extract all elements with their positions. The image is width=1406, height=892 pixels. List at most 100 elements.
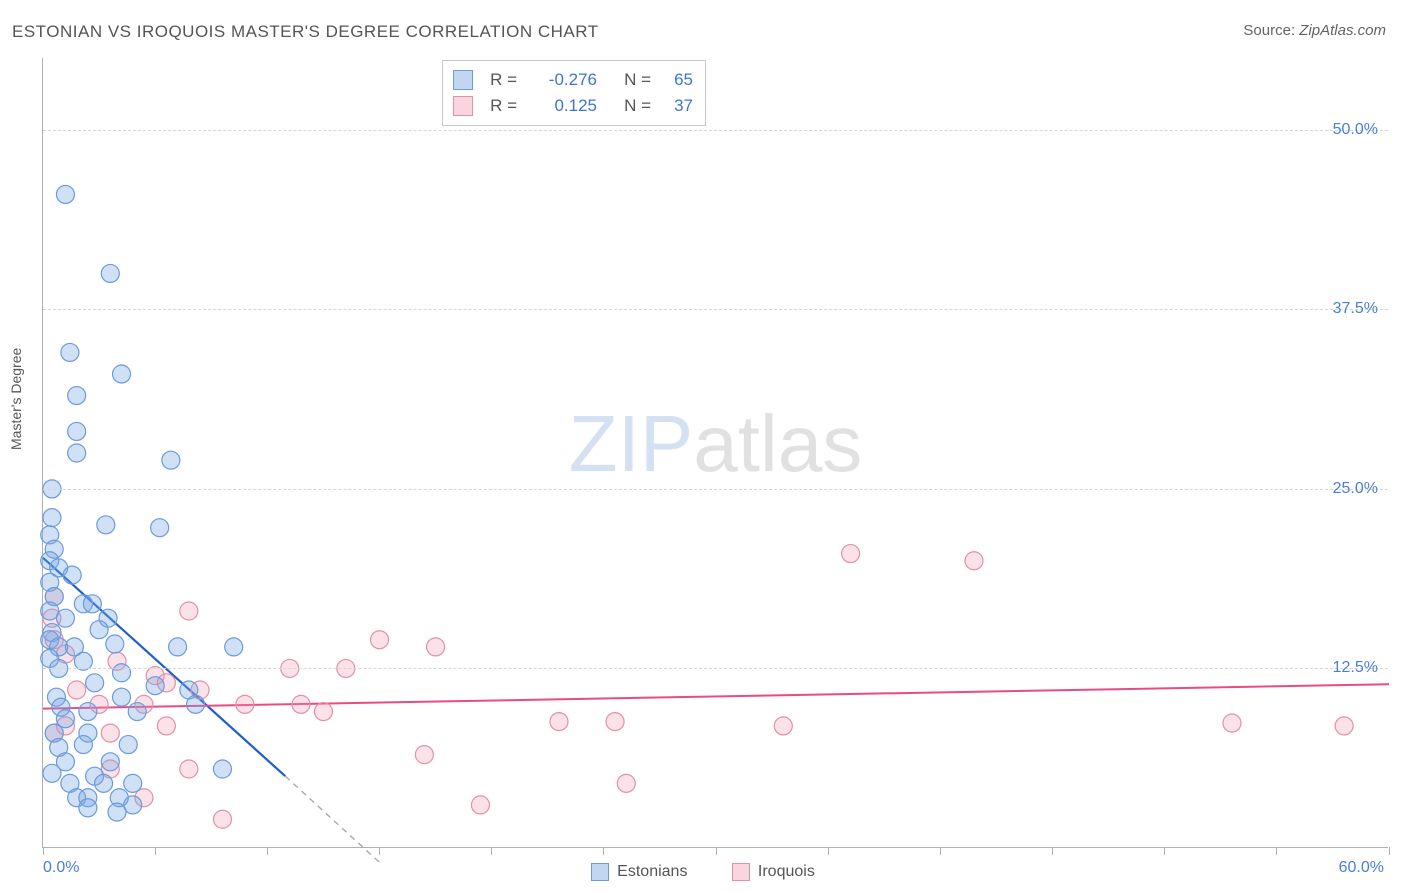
data-point bbox=[213, 810, 231, 828]
x-tick bbox=[1276, 847, 1277, 855]
data-point bbox=[108, 803, 126, 821]
legend-label-estonians: Estonians bbox=[617, 863, 687, 881]
y-tick-label: 25.0% bbox=[1333, 480, 1378, 498]
legend-item-estonians: Estonians bbox=[591, 863, 687, 881]
data-point bbox=[101, 264, 119, 282]
legend-item-iroquois: Iroquois bbox=[732, 863, 815, 881]
data-point bbox=[162, 451, 180, 469]
x-tick bbox=[1389, 847, 1390, 855]
trend-line bbox=[285, 776, 379, 862]
data-point bbox=[471, 796, 489, 814]
swatch-iroquois bbox=[453, 96, 473, 116]
gridline-h bbox=[43, 130, 1388, 131]
data-point bbox=[314, 703, 332, 721]
x-tick bbox=[828, 847, 829, 855]
x-tick bbox=[379, 847, 380, 855]
data-point bbox=[128, 703, 146, 721]
x-tick bbox=[940, 847, 941, 855]
data-point bbox=[180, 602, 198, 620]
y-tick-label: 37.5% bbox=[1333, 300, 1378, 318]
data-point bbox=[101, 753, 119, 771]
data-point bbox=[86, 674, 104, 692]
swatch-estonians-bottom bbox=[591, 863, 609, 881]
data-point bbox=[97, 516, 115, 534]
x-tick bbox=[491, 847, 492, 855]
n-value-a: 65 bbox=[661, 67, 693, 93]
gridline-h bbox=[43, 668, 1388, 669]
data-point bbox=[965, 552, 983, 570]
y-axis-label: Master's Degree bbox=[8, 348, 24, 450]
data-point bbox=[61, 343, 79, 361]
data-point bbox=[68, 422, 86, 440]
legend-row-b: R = 0.125 N = 37 bbox=[453, 93, 693, 119]
data-point bbox=[124, 774, 142, 792]
data-point bbox=[90, 621, 108, 639]
y-tick-label: 12.5% bbox=[1333, 659, 1378, 677]
data-point bbox=[43, 764, 61, 782]
data-point bbox=[106, 635, 124, 653]
data-point bbox=[1335, 717, 1353, 735]
gridline-h bbox=[43, 489, 1388, 490]
data-point bbox=[550, 713, 568, 731]
correlation-legend: R = -0.276 N = 65 R = 0.125 N = 37 bbox=[442, 60, 706, 126]
data-point bbox=[101, 724, 119, 742]
data-point bbox=[79, 703, 97, 721]
data-point bbox=[74, 736, 92, 754]
n-value-b: 37 bbox=[661, 93, 693, 119]
data-point bbox=[146, 677, 164, 695]
n-label-a: N = bbox=[607, 67, 651, 93]
y-tick-label: 50.0% bbox=[1333, 121, 1378, 139]
data-point bbox=[56, 185, 74, 203]
data-point bbox=[617, 774, 635, 792]
source-prefix: Source: bbox=[1243, 22, 1299, 39]
data-point bbox=[415, 746, 433, 764]
data-point bbox=[56, 609, 74, 627]
data-point bbox=[236, 695, 254, 713]
swatch-iroquois-bottom bbox=[732, 863, 750, 881]
legend-row-a: R = -0.276 N = 65 bbox=[453, 67, 693, 93]
data-point bbox=[606, 713, 624, 731]
data-point bbox=[43, 509, 61, 527]
data-point bbox=[63, 566, 81, 584]
x-tick bbox=[1164, 847, 1165, 855]
data-point bbox=[292, 695, 310, 713]
x-tick bbox=[155, 847, 156, 855]
data-point bbox=[113, 664, 131, 682]
r-label-a: R = bbox=[483, 67, 517, 93]
x-tick bbox=[603, 847, 604, 855]
x-tick bbox=[267, 847, 268, 855]
data-point bbox=[169, 638, 187, 656]
x-tick bbox=[43, 847, 44, 855]
data-point bbox=[371, 631, 389, 649]
data-point bbox=[1223, 714, 1241, 732]
data-point bbox=[68, 681, 86, 699]
data-point bbox=[187, 695, 205, 713]
chart-title: ESTONIAN VS IROQUOIS MASTER'S DEGREE COR… bbox=[12, 22, 599, 42]
r-value-b: 0.125 bbox=[527, 93, 597, 119]
data-point bbox=[79, 799, 97, 817]
chart-area: ZIPatlas 12.5%25.0%37.5%50.0%0.0%60.0% bbox=[42, 58, 1388, 848]
source-name: ZipAtlas.com bbox=[1299, 22, 1386, 39]
gridline-h bbox=[43, 309, 1388, 310]
n-label-b: N = bbox=[607, 93, 651, 119]
plot-svg bbox=[43, 58, 1388, 847]
legend-label-iroquois: Iroquois bbox=[758, 863, 815, 881]
data-point bbox=[842, 545, 860, 563]
r-label-b: R = bbox=[483, 93, 517, 119]
data-point bbox=[151, 519, 169, 537]
data-point bbox=[119, 736, 137, 754]
data-point bbox=[180, 760, 198, 778]
data-point bbox=[95, 774, 113, 792]
source-attribution: Source: ZipAtlas.com bbox=[1243, 22, 1386, 39]
data-point bbox=[213, 760, 231, 778]
swatch-estonians bbox=[453, 70, 473, 90]
data-point bbox=[83, 595, 101, 613]
series-legend: Estonians Iroquois bbox=[0, 863, 1406, 886]
data-point bbox=[113, 365, 131, 383]
data-point bbox=[157, 717, 175, 735]
data-point bbox=[113, 688, 131, 706]
r-value-a: -0.276 bbox=[527, 67, 597, 93]
data-point bbox=[68, 387, 86, 405]
x-tick bbox=[716, 847, 717, 855]
data-point bbox=[427, 638, 445, 656]
